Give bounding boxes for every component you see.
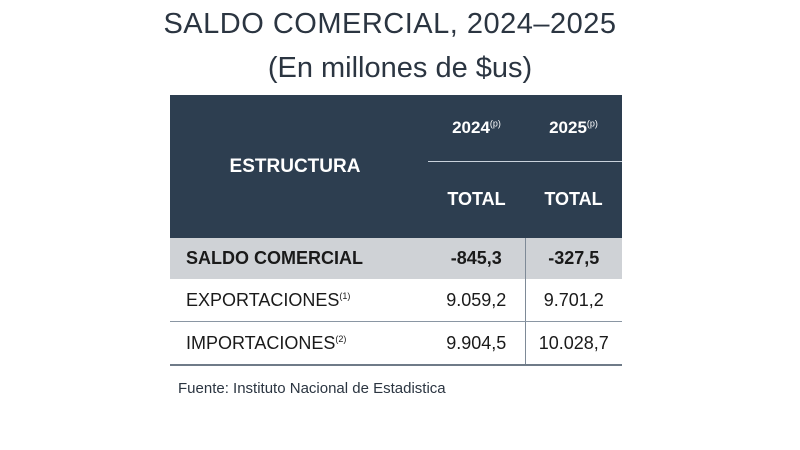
row-label-text: EXPORTACIONES: [186, 289, 340, 310]
source-note: Fuente: Instituto Nacional de Estadistic…: [178, 380, 446, 397]
row-label: SALDO COMERCIAL: [170, 238, 428, 279]
header-year-2025: 2025(p): [525, 95, 622, 162]
header-year-2024: 2024(p): [428, 95, 525, 162]
row-label: EXPORTACIONES(1): [170, 279, 428, 322]
header-total-2024: TOTAL: [447, 189, 506, 210]
row-label-text: IMPORTACIONES: [186, 332, 336, 353]
header-year-2024-note: (p): [489, 118, 501, 129]
row-label: IMPORTACIONES(2): [170, 321, 428, 366]
row-label-text: SALDO COMERCIAL: [186, 248, 363, 268]
cell-2025: -327,5: [524, 238, 622, 279]
header-year-2025-note: (p): [586, 118, 598, 129]
page-title: SALDO COMERCIAL, 2024‒2025: [163, 8, 617, 40]
cell-2024: -845,3: [428, 238, 525, 279]
cell-2024: 9.904,5: [428, 321, 525, 366]
trade-balance-table: ESTRUCTURA 2024(p) 2025(p) TOTAL TOTAL S…: [170, 95, 622, 366]
cell-2025: 10.028,7: [524, 321, 622, 366]
table-row-importaciones: IMPORTACIONES(2) 9.904,5 10.028,7: [170, 321, 622, 366]
header-total-2025: TOTAL: [544, 189, 603, 210]
row-label-note: (2): [335, 333, 347, 344]
table-row-exportaciones: EXPORTACIONES(1) 9.059,2 9.701,2: [170, 279, 622, 322]
header-year-2024-label: 2024: [452, 117, 490, 137]
cell-2024: 9.059,2: [428, 279, 525, 322]
cell-2025: 9.701,2: [524, 279, 622, 322]
page-subtitle: (En millones de $us): [267, 52, 533, 84]
table-row-saldo-comercial: SALDO COMERCIAL -845,3 -327,5: [170, 238, 622, 279]
header-estructura: ESTRUCTURA: [229, 155, 361, 177]
row-label-note: (1): [339, 290, 351, 301]
table-header-row-years: ESTRUCTURA 2024(p) 2025(p): [170, 95, 622, 177]
header-year-2025-label: 2025: [549, 117, 587, 137]
